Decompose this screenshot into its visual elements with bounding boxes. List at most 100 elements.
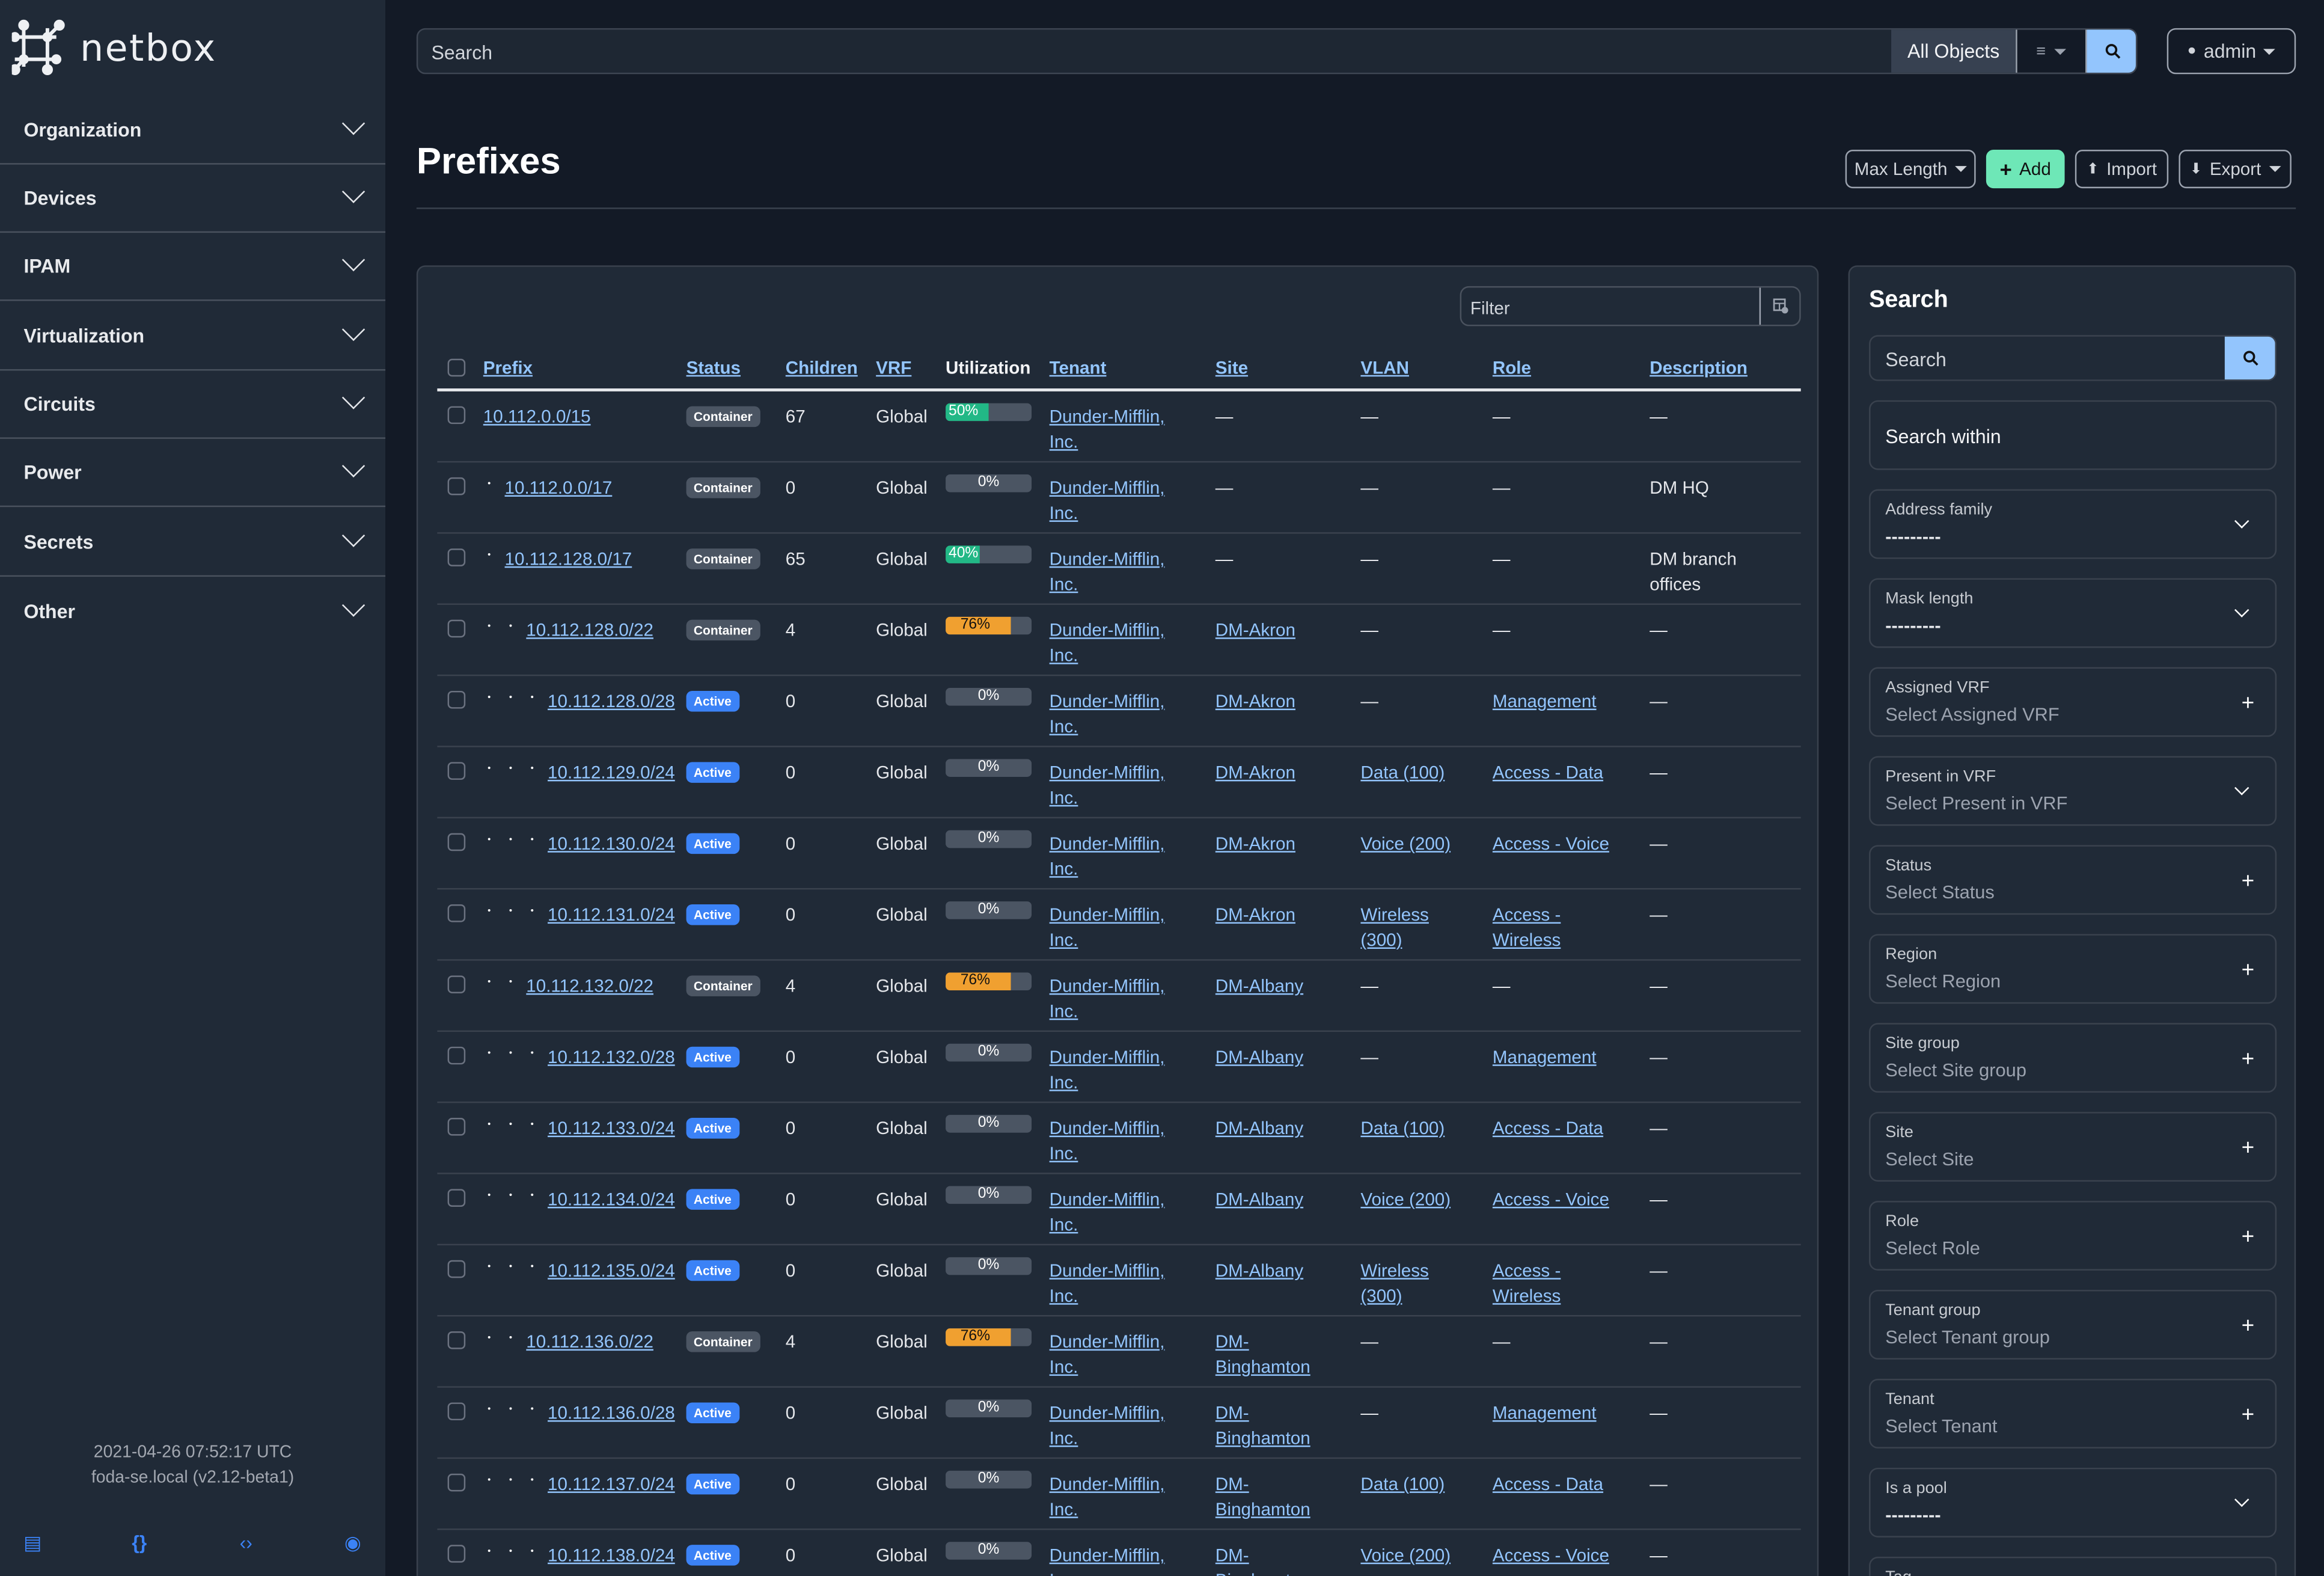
role-link[interactable]: Access - Wireless [1492, 904, 1561, 951]
tenant-link[interactable]: Dunder-Mifflin, Inc. [1049, 548, 1165, 595]
row-checkbox[interactable] [447, 548, 466, 566]
braces-icon[interactable]: {} [132, 1531, 147, 1554]
row-checkbox[interactable] [447, 619, 466, 638]
vlan-link[interactable]: Wireless (300) [1360, 904, 1429, 951]
vlan-link[interactable]: Voice (200) [1360, 1189, 1451, 1210]
filter-field-tag[interactable]: Tag+ [1869, 1556, 2277, 1576]
vlan-link[interactable]: Data (100) [1360, 1118, 1445, 1139]
site-link[interactable]: DM-Binghamton [1215, 1473, 1310, 1520]
role-link[interactable]: Management [1492, 1402, 1597, 1423]
role-link[interactable]: Access - Data [1492, 1473, 1604, 1495]
logo[interactable]: netbox [11, 19, 217, 76]
tenant-link[interactable]: Dunder-Mifflin, Inc. [1049, 690, 1165, 737]
sidebar-item-secrets[interactable]: Secrets [0, 509, 386, 577]
filter-field-address-family[interactable]: Address family --------- [1869, 489, 2277, 559]
prefix-link[interactable]: 10.112.138.0/24 [548, 1545, 675, 1566]
filter-field-tenant[interactable]: Tenant Select Tenant + [1869, 1379, 2277, 1449]
row-checkbox[interactable] [447, 833, 466, 851]
site-link[interactable]: DM-Albany [1215, 1118, 1304, 1139]
row-checkbox[interactable] [447, 904, 466, 922]
prefix-link[interactable]: 10.112.133.0/24 [548, 1118, 675, 1139]
tenant-link[interactable]: Dunder-Mifflin, Inc. [1049, 762, 1165, 808]
tenant-link[interactable]: Dunder-Mifflin, Inc. [1049, 975, 1165, 1022]
sidebar-item-power[interactable]: Power [0, 439, 386, 507]
tenant-link[interactable]: Dunder-Mifflin, Inc. [1049, 1260, 1165, 1307]
site-link[interactable]: DM-Binghamton [1215, 1331, 1310, 1378]
sidebar-item-other[interactable]: Other [0, 577, 385, 645]
row-checkbox[interactable] [447, 1189, 466, 1207]
plus-icon[interactable]: + [2241, 1402, 2255, 1428]
prefix-link[interactable]: 10.112.130.0/24 [548, 833, 675, 854]
column-header-prefix[interactable]: Prefix [483, 357, 533, 378]
column-header-role[interactable]: Role [1492, 357, 1532, 378]
role-link[interactable]: Access - Data [1492, 1118, 1604, 1139]
prefix-link[interactable]: 10.112.129.0/24 [548, 762, 675, 783]
site-link[interactable]: DM-Binghamton [1215, 1402, 1310, 1449]
tenant-link[interactable]: Dunder-Mifflin, Inc. [1049, 1189, 1165, 1235]
chevron-down-icon[interactable] [2234, 780, 2249, 796]
prefix-link[interactable]: 10.112.0.0/17 [504, 477, 613, 498]
plus-icon[interactable]: + [2241, 1135, 2255, 1161]
search-panel-button[interactable] [2224, 336, 2275, 380]
prefix-link[interactable]: 10.112.131.0/24 [548, 904, 675, 925]
site-link[interactable]: DM-Albany [1215, 975, 1304, 996]
row-checkbox[interactable] [447, 975, 466, 993]
prefix-link[interactable]: 10.112.135.0/24 [548, 1260, 675, 1281]
column-header-vrf[interactable]: VRF [876, 357, 912, 378]
prefix-link[interactable]: 10.112.128.0/28 [548, 690, 675, 712]
vlan-link[interactable]: Data (100) [1360, 1473, 1445, 1495]
tenant-link[interactable]: Dunder-Mifflin, Inc. [1049, 1545, 1165, 1576]
tenant-link[interactable]: Dunder-Mifflin, Inc. [1049, 1046, 1165, 1093]
site-link[interactable]: DM-Albany [1215, 1046, 1304, 1068]
configure-columns-button[interactable] [1759, 287, 1800, 325]
filter-field-tenant-group[interactable]: Tenant group Select Tenant group + [1869, 1290, 2277, 1360]
search-filter-button[interactable]: ≡ [2016, 29, 2087, 73]
site-link[interactable]: DM-Akron [1215, 762, 1295, 783]
column-header-tenant[interactable]: Tenant [1049, 357, 1107, 378]
user-menu-button[interactable]: ● admin [2167, 28, 2296, 75]
plus-icon[interactable]: + [2241, 1224, 2255, 1250]
role-link[interactable]: Access - Data [1492, 762, 1604, 783]
filter-field-is-a-pool[interactable]: Is a pool --------- [1869, 1467, 2277, 1538]
row-checkbox[interactable] [447, 1473, 466, 1492]
tenant-link[interactable]: Dunder-Mifflin, Inc. [1049, 1118, 1165, 1164]
tenant-link[interactable]: Dunder-Mifflin, Inc. [1049, 833, 1165, 880]
sidebar-item-ipam[interactable]: IPAM [0, 233, 386, 301]
prefix-link[interactable]: 10.112.132.0/28 [548, 1046, 675, 1068]
site-link[interactable]: DM-Akron [1215, 904, 1295, 925]
tenant-link[interactable]: Dunder-Mifflin, Inc. [1049, 619, 1165, 666]
filter-field-status[interactable]: Status Select Status + [1869, 845, 2277, 915]
row-checkbox[interactable] [447, 1331, 466, 1349]
plus-icon[interactable]: + [2241, 690, 2255, 716]
add-button[interactable]: + Add [1986, 150, 2065, 189]
sidebar-item-devices[interactable]: Devices [0, 165, 386, 233]
row-checkbox[interactable] [447, 1402, 466, 1421]
plus-icon[interactable]: + [2241, 1313, 2255, 1339]
filter-field-region[interactable]: Region Select Region + [1869, 934, 2277, 1004]
prefix-link[interactable]: 10.112.136.0/28 [548, 1402, 675, 1423]
tenant-link[interactable]: Dunder-Mifflin, Inc. [1049, 1402, 1165, 1449]
prefix-link[interactable]: 10.112.136.0/22 [526, 1331, 653, 1352]
prefix-link[interactable]: 10.112.128.0/17 [504, 548, 632, 569]
column-header-vlan[interactable]: VLAN [1360, 357, 1409, 378]
search-scope-select[interactable]: All Objects [1891, 29, 2016, 73]
import-button[interactable]: ⬆ Import [2075, 150, 2169, 189]
plus-icon[interactable]: + [2241, 868, 2255, 894]
vlan-link[interactable]: Voice (200) [1360, 833, 1451, 854]
search-button[interactable] [2087, 29, 2136, 73]
row-checkbox[interactable] [447, 762, 466, 780]
chevron-down-icon[interactable] [2234, 1492, 2249, 1507]
export-button[interactable]: ⬇ Export [2179, 150, 2292, 189]
select-all-checkbox[interactable] [447, 358, 466, 377]
tenant-link[interactable]: Dunder-Mifflin, Inc. [1049, 406, 1165, 453]
site-link[interactable]: DM-Binghamton [1215, 1545, 1310, 1576]
filter-field-present-in-vrf[interactable]: Present in VRF Select Present in VRF [1869, 756, 2277, 826]
global-search-input[interactable]: Search [431, 41, 493, 64]
vlan-link[interactable]: Voice (200) [1360, 1545, 1451, 1566]
role-link[interactable]: Management [1492, 1046, 1597, 1068]
search-panel-input[interactable]: Search [1885, 348, 1946, 371]
filter-field-assigned-vrf[interactable]: Assigned VRF Select Assigned VRF + [1869, 667, 2277, 737]
book-icon[interactable]: ▤ [23, 1531, 42, 1554]
sidebar-item-circuits[interactable]: Circuits [0, 370, 386, 439]
column-header-site[interactable]: Site [1215, 357, 1249, 378]
